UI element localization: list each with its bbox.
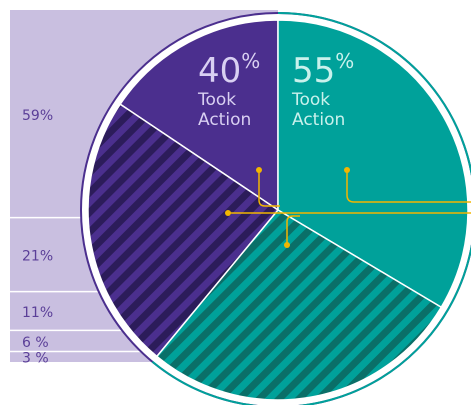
- pie-label: Took Action: [198, 90, 252, 130]
- leader-line: [286, 215, 300, 245]
- leader-line: [258, 170, 280, 207]
- leader-lines: [225, 167, 471, 248]
- outline-right: [151, 12, 471, 405]
- pie-slice: [277, 19, 469, 309]
- bar-segment: [10, 351, 278, 362]
- segment-label: 6 %: [22, 335, 49, 351]
- value-unit: %: [335, 49, 354, 73]
- leader-dot: [344, 167, 350, 173]
- value-unit: %: [241, 49, 260, 73]
- pie-slice-rest: [87, 103, 280, 358]
- leader-line: [346, 170, 471, 203]
- leader-dot: [225, 210, 231, 216]
- pie-slice-rest: [155, 209, 443, 401]
- leader-dot: [284, 242, 290, 248]
- pie-value: 55%: [292, 49, 354, 91]
- pie-value: 40%: [198, 49, 260, 91]
- segment-label: 3 %: [22, 351, 49, 367]
- segment-label: 11%: [22, 305, 53, 321]
- segment-label: 59%: [22, 108, 53, 124]
- value-number: 40: [198, 51, 241, 91]
- leader-dot: [256, 167, 262, 173]
- value-number: 55: [292, 51, 335, 91]
- segment-label: 21%: [22, 249, 53, 265]
- pie-slice: [119, 19, 279, 212]
- pie-label: Took Action: [292, 90, 346, 130]
